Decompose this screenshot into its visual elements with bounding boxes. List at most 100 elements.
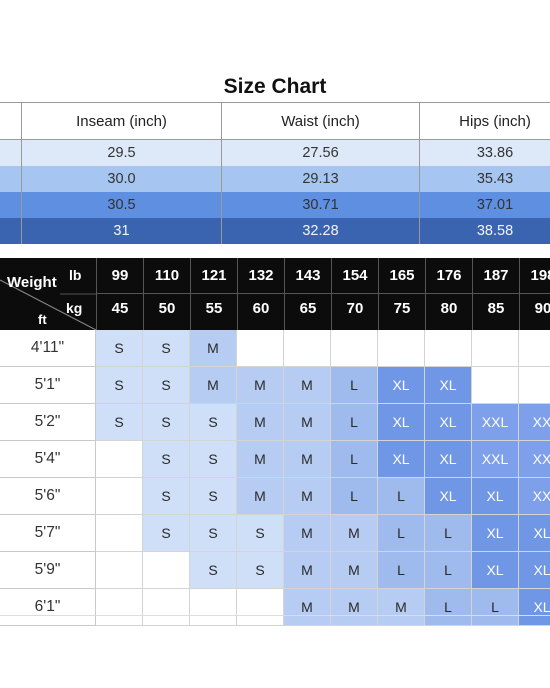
header-divider [238, 293, 284, 294]
size-cell [425, 330, 472, 367]
size-cell: XL [519, 589, 550, 626]
size-cell: M [284, 404, 331, 441]
weight-lb-value: 110 [154, 267, 180, 284]
size-cell: M [190, 367, 237, 404]
size-cell: XL [425, 367, 472, 404]
size-cell: M [237, 478, 284, 515]
size-cell: XL [519, 552, 550, 589]
weight-lb-value: 187 [483, 267, 509, 284]
weight-kg-value: 60 [252, 300, 270, 317]
size-cell [143, 589, 190, 626]
measurement-header-size-col [0, 103, 22, 139]
weight-kg-value: 45 [111, 300, 129, 317]
size-cell: XXL [472, 441, 519, 478]
size-cell: M [331, 552, 378, 589]
inseam-value: 30.5 [22, 192, 222, 218]
size-cell: S [143, 404, 190, 441]
height-label: 5'6" [0, 478, 96, 515]
size-cell [472, 367, 519, 404]
size-cell [472, 330, 519, 367]
size-cell: XL [378, 441, 425, 478]
size-cell [331, 330, 378, 367]
header-divider [97, 293, 143, 294]
inseam-value: 31 [22, 218, 222, 244]
size-cell: L [378, 515, 425, 552]
size-cell [378, 330, 425, 367]
hips-value: 37.01 [476, 197, 514, 213]
height-label: 5'9" [0, 552, 96, 589]
size-cell: XL [425, 478, 472, 515]
size-cell: XL [472, 515, 519, 552]
header-divider [144, 293, 190, 294]
size-cell: L [425, 589, 472, 626]
page-title: Size Chart [223, 75, 327, 98]
size-cell: S [96, 367, 143, 404]
weight-kg-value: 85 [487, 300, 505, 317]
size-cell: L [425, 552, 472, 589]
size-cell: XL [378, 404, 425, 441]
measurement-row: 29.5 27.56 33.86 [0, 140, 550, 166]
height-label: 6'1" [0, 589, 96, 626]
size-cell [190, 589, 237, 626]
weight-lb-value: 132 [248, 267, 274, 284]
size-cell: L [331, 367, 378, 404]
weight-column-header: 110 50 [143, 258, 190, 330]
hips-value: 35.43 [476, 171, 514, 187]
hips-header: Hips (inch) [459, 112, 531, 130]
size-cell: S [143, 367, 190, 404]
size-cell: XX [519, 404, 550, 441]
size-row: 5'6" S S M M L L XL XL XX [0, 478, 550, 515]
size-cell: S [143, 330, 190, 367]
size-cell: S [190, 552, 237, 589]
waist-header: Waist (inch) [222, 103, 420, 139]
header-divider [520, 293, 550, 294]
weight-column-header: 176 80 [425, 258, 472, 330]
weight-lb-value: 198 [530, 267, 550, 284]
size-cell: M [237, 404, 284, 441]
waist-value: 29.13 [222, 166, 420, 192]
header-divider [285, 293, 331, 294]
weight-lb-value: 154 [342, 267, 368, 284]
size-cell [519, 330, 550, 367]
weight-lb-value: 176 [436, 267, 462, 284]
lb-label: lb [69, 267, 82, 283]
header-divider [473, 293, 519, 294]
weight-kg-value: 65 [299, 300, 317, 317]
size-cell: S [237, 552, 284, 589]
weight-kg-value: 75 [393, 300, 411, 317]
inseam-value: 30.0 [22, 166, 222, 192]
height-label: 5'2" [0, 404, 96, 441]
size-cell: S [190, 404, 237, 441]
header-divider [379, 293, 425, 294]
measurement-row: 31 32.28 38.58 [0, 218, 550, 244]
size-cell: L [425, 515, 472, 552]
weight-column-header: 143 65 [284, 258, 331, 330]
size-cell [237, 589, 284, 626]
size-cell: XL [425, 441, 472, 478]
weight-lb-value: 99 [111, 267, 129, 284]
measurement-size-cell [0, 140, 22, 166]
size-cell: M [284, 515, 331, 552]
weight-column-header: 198 90 [519, 258, 550, 330]
weight-column-header: 165 75 [378, 258, 425, 330]
size-cell: S [190, 478, 237, 515]
weight-column-header: 121 55 [190, 258, 237, 330]
hips-value: 33.86 [476, 145, 514, 161]
size-cell [519, 367, 550, 404]
header-divider [191, 293, 237, 294]
waist-value: 27.56 [222, 140, 420, 166]
size-cell: M [378, 589, 425, 626]
weight-kg-value: 55 [205, 300, 223, 317]
ft-label: ft [38, 312, 47, 327]
size-cell: M [284, 552, 331, 589]
header-divider [426, 293, 472, 294]
size-cell: L [331, 404, 378, 441]
size-row: 4'11" S S M [0, 330, 550, 367]
size-row: 5'2" S S S M M L XL XL XXL XX [0, 404, 550, 441]
size-cell: M [284, 478, 331, 515]
measurement-size-cell [0, 192, 22, 218]
size-cell: S [190, 441, 237, 478]
weight-column-header: 132 60 [237, 258, 284, 330]
waist-value: 32.28 [222, 218, 420, 244]
weight-column-header: 154 70 [331, 258, 378, 330]
